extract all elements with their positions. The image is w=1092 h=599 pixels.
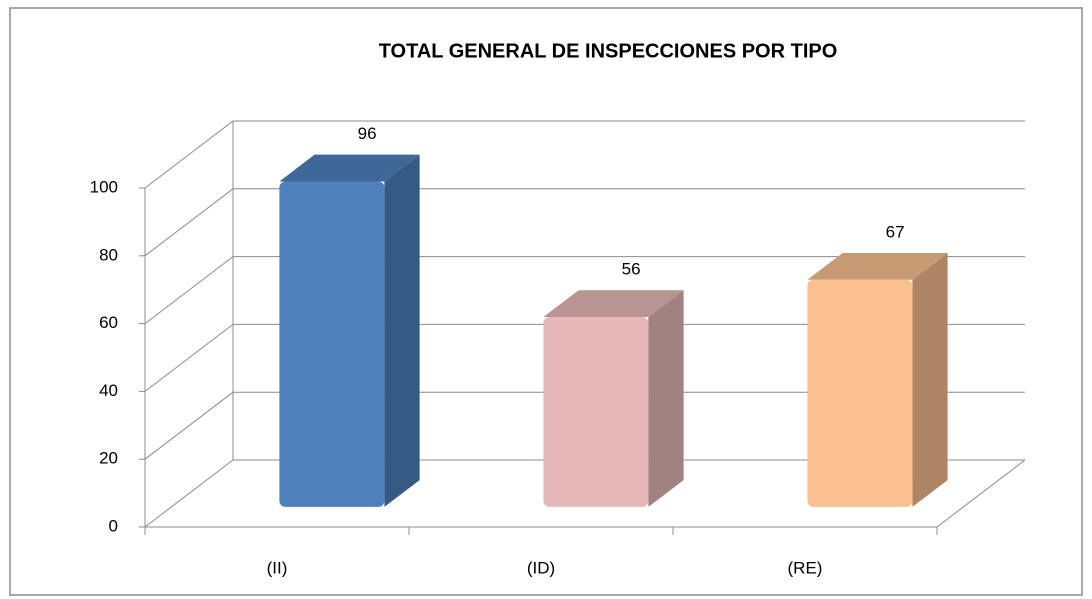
bar-top xyxy=(543,290,684,318)
bar-side xyxy=(384,154,420,507)
grid-line-side xyxy=(144,120,234,189)
value-label: 96 xyxy=(358,124,377,143)
bar-side xyxy=(648,290,684,507)
grid-line-side xyxy=(144,188,234,257)
value-label: 67 xyxy=(886,222,905,241)
y-tick-label: 60 xyxy=(99,313,118,332)
bar-top xyxy=(279,154,420,182)
grid-line-side xyxy=(144,256,234,324)
y-tick-label: 80 xyxy=(99,245,118,264)
value-label: 56 xyxy=(622,260,641,279)
y-tick-label: 100 xyxy=(90,177,118,196)
bar xyxy=(807,279,913,507)
bar-side xyxy=(912,252,948,507)
floor-right-edge xyxy=(936,459,1026,528)
grid-line-side xyxy=(144,459,234,528)
x-tick-label: (RE) xyxy=(788,558,823,577)
y-tick-label: 0 xyxy=(109,516,118,535)
grid-line-side xyxy=(144,324,234,392)
x-tick-label: (II) xyxy=(267,558,288,577)
bar xyxy=(279,181,385,507)
x-tick-label: (ID) xyxy=(527,558,555,577)
grid-line-side xyxy=(144,391,234,460)
y-tick-label: 20 xyxy=(99,449,118,468)
bar-top xyxy=(807,252,948,280)
chart-title: TOTAL GENERAL DE INSPECCIONES POR TIPO xyxy=(379,40,838,62)
bar xyxy=(543,317,649,507)
y-tick-label: 40 xyxy=(99,381,118,400)
